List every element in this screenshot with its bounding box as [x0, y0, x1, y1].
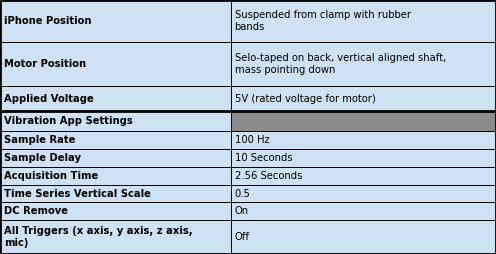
Text: 2.56 Seconds: 2.56 Seconds	[235, 171, 302, 181]
Text: On: On	[235, 206, 248, 216]
Bar	[231, 111, 496, 131]
Text: Off: Off	[235, 232, 249, 242]
Bar	[0, 86, 231, 111]
Bar	[231, 167, 496, 185]
Bar	[231, 131, 496, 149]
Bar	[231, 202, 496, 220]
Text: 10 Seconds: 10 Seconds	[235, 153, 292, 163]
Text: Sample Rate: Sample Rate	[4, 135, 75, 145]
Text: Applied Voltage: Applied Voltage	[4, 93, 94, 104]
Text: iPhone Position: iPhone Position	[4, 16, 91, 26]
Text: Acquisition Time: Acquisition Time	[4, 171, 98, 181]
Bar	[231, 86, 496, 111]
Text: DC Remove: DC Remove	[4, 206, 68, 216]
Bar	[0, 185, 231, 202]
Text: Suspended from clamp with rubber
bands: Suspended from clamp with rubber bands	[235, 10, 411, 32]
Text: Motor Position: Motor Position	[4, 59, 86, 69]
Bar	[231, 185, 496, 202]
Bar	[0, 220, 231, 254]
Bar	[0, 0, 231, 42]
Bar	[231, 0, 496, 42]
Text: All Triggers (x axis, y axis, z axis,
mic): All Triggers (x axis, y axis, z axis, mi…	[4, 226, 192, 248]
Text: 100 Hz: 100 Hz	[235, 135, 269, 145]
Text: 5V (rated voltage for motor): 5V (rated voltage for motor)	[235, 93, 375, 104]
Bar	[0, 149, 231, 167]
Text: Time Series Vertical Scale: Time Series Vertical Scale	[4, 189, 151, 199]
Bar	[231, 149, 496, 167]
Bar	[0, 202, 231, 220]
Bar	[0, 131, 231, 149]
Bar	[0, 42, 231, 86]
Bar	[0, 167, 231, 185]
Bar	[231, 42, 496, 86]
Bar	[231, 220, 496, 254]
Bar	[0, 111, 231, 131]
Text: 0.5: 0.5	[235, 189, 250, 199]
Text: Vibration App Settings: Vibration App Settings	[4, 116, 133, 126]
Text: Selo-taped on back, vertical aligned shaft,
mass pointing down: Selo-taped on back, vertical aligned sha…	[235, 53, 446, 75]
Text: Sample Delay: Sample Delay	[4, 153, 81, 163]
